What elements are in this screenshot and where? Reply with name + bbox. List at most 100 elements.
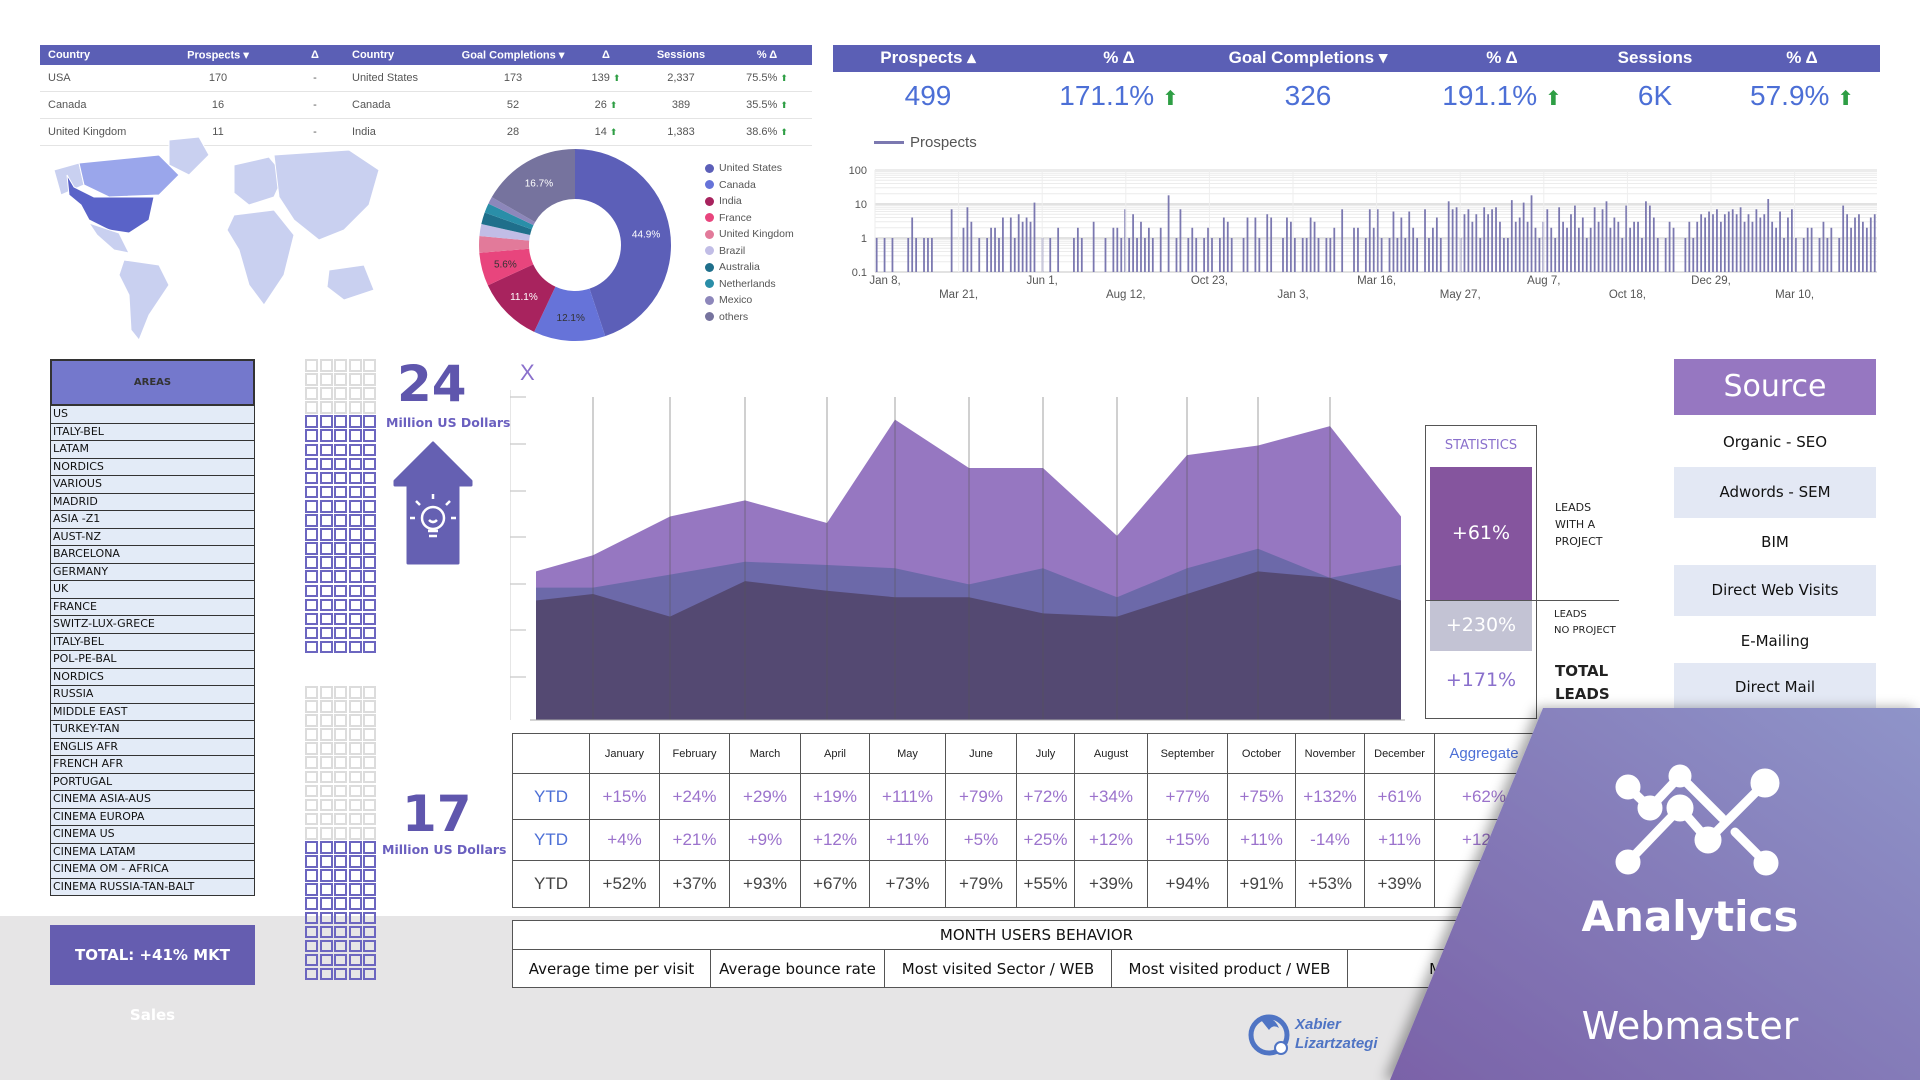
col-delta[interactable]: Δ xyxy=(311,49,319,61)
prospect-bar xyxy=(1716,209,1718,272)
table-row[interactable]: Canada 16 - Canada 52 26 ⬆ 389 35.5% ⬆ xyxy=(40,92,812,119)
donut-slice-united-kingdom[interactable] xyxy=(479,235,530,253)
legend-item[interactable]: United Kingdom xyxy=(705,226,794,243)
prospect-bar xyxy=(1633,221,1635,272)
table-row[interactable]: USA 170 - United States 173 139 ⬆ 2,337 75.5% ⬆ xyxy=(40,65,812,92)
area-item[interactable]: ENGLIS AFR xyxy=(50,738,255,756)
col-goal-completions[interactable]: Goal Completions ▾ xyxy=(461,49,565,62)
area-item[interactable]: MADRID xyxy=(50,493,255,511)
prospect-bar xyxy=(1428,238,1430,272)
kpi-header-5[interactable]: % Δ xyxy=(1786,48,1818,67)
donut-slice-united-states[interactable] xyxy=(575,149,671,337)
waffle-cell xyxy=(305,939,318,953)
behavior-column: Most visited product / WEB xyxy=(1111,949,1348,988)
area-item[interactable]: FRANCE xyxy=(50,598,255,616)
waffle-cell xyxy=(305,967,318,981)
area-item[interactable]: CINEMA RUSSIA-TAN-BALT xyxy=(50,878,255,896)
area-item[interactable]: ITALY-BEL xyxy=(50,423,255,441)
waffle-cell xyxy=(334,415,347,428)
col-country[interactable]: Country xyxy=(48,49,91,61)
donut-slice-brazil[interactable] xyxy=(479,224,531,241)
donut-slice-netherlands[interactable] xyxy=(484,203,534,230)
source-item[interactable]: Adwords - SEM xyxy=(1674,467,1876,518)
legend-item[interactable]: Australia xyxy=(705,259,794,276)
prospect-bar xyxy=(1432,227,1434,272)
area-item[interactable]: TURKEY-TAN xyxy=(50,721,255,739)
statistics-title: STATISTICS xyxy=(1444,438,1518,453)
prospect-bar xyxy=(1195,238,1198,272)
col-delta-2[interactable]: Δ xyxy=(602,49,610,61)
waffle-cell xyxy=(319,841,333,854)
area-item[interactable]: ASIA -Z1 xyxy=(50,511,255,529)
col-country-2[interactable]: Country xyxy=(352,49,395,61)
kpi-header-0[interactable]: Prospects ▴ xyxy=(880,48,976,67)
area-item[interactable]: RUSSIA xyxy=(50,686,255,704)
kpi-header-3[interactable]: % Δ xyxy=(1486,48,1518,67)
area-item[interactable]: NORDICS xyxy=(50,458,255,476)
area-item[interactable]: LATAM xyxy=(50,441,255,459)
donut-slice-others[interactable] xyxy=(491,149,575,223)
donut-slice-india[interactable] xyxy=(487,264,556,332)
area-item[interactable]: GERMANY xyxy=(50,563,255,581)
legend-item[interactable]: others xyxy=(705,309,794,326)
prospect-bar xyxy=(1483,207,1486,272)
prospect-bar xyxy=(1759,217,1762,272)
waffle-cell xyxy=(363,700,376,713)
donut-slice-australia[interactable] xyxy=(481,212,532,235)
area-item[interactable]: CINEMA LATAM xyxy=(50,843,255,861)
area-item[interactable]: ITALY-BEL xyxy=(50,633,255,651)
donut-slice-canada[interactable] xyxy=(534,286,606,341)
prospect-bar xyxy=(1581,217,1584,272)
prospect-bar xyxy=(1708,211,1710,272)
legend-item[interactable]: Netherlands xyxy=(705,276,794,293)
waffle-cell xyxy=(319,359,333,372)
source-item[interactable]: Organic - SEO xyxy=(1722,433,1828,451)
table-row[interactable]: United Kingdom 11 - India 28 14 ⬆ 1,383 38.6% ⬆ xyxy=(40,119,812,146)
source-item[interactable]: E-Mailing xyxy=(1740,632,1810,650)
area-item[interactable]: CINEMA EUROPA xyxy=(50,808,255,826)
donut-chart: 44.9% 12.1% 11.1% 5.6% 16.7% xyxy=(479,149,671,341)
source-item[interactable]: BIM xyxy=(1761,533,1789,551)
area-item[interactable]: NORDICS xyxy=(50,668,255,686)
legend-item[interactable]: India xyxy=(705,193,794,210)
prospect-bar xyxy=(1439,238,1442,272)
prospect-bar xyxy=(1120,238,1123,272)
area-chart-close-x[interactable]: X xyxy=(520,360,535,385)
area-item[interactable]: BARCELONA xyxy=(50,546,255,564)
area-item[interactable]: CINEMA ASIA-AUS xyxy=(50,791,255,809)
legend-item[interactable]: United States xyxy=(705,160,794,177)
month-value: +61% xyxy=(1364,773,1435,820)
area-item[interactable]: VARIOUS xyxy=(50,476,255,494)
kpi-header-4[interactable]: Sessions xyxy=(1617,48,1693,67)
area-item[interactable]: CINEMA OM - AFRICA xyxy=(50,861,255,879)
waffle-cell xyxy=(348,841,362,854)
area-item[interactable]: SWITZ-LUX-GRECE xyxy=(50,616,255,634)
source-item[interactable]: Direct Web Visits xyxy=(1674,565,1876,616)
month-header: January xyxy=(589,733,660,774)
donut-slice-france[interactable] xyxy=(479,248,534,286)
area-item[interactable]: POL-PE-BAL xyxy=(50,651,255,669)
area-item[interactable]: UK xyxy=(50,581,255,599)
area-item[interactable]: FRENCH AFR xyxy=(50,756,255,774)
source-item[interactable]: Direct Mail xyxy=(1674,663,1876,711)
legend-item[interactable]: Mexico xyxy=(705,292,794,309)
legend-item[interactable]: Brazil xyxy=(705,243,794,260)
waffle-cell xyxy=(305,798,318,812)
col-pct-delta[interactable]: % Δ xyxy=(756,49,778,61)
legend-item[interactable]: France xyxy=(705,210,794,227)
prospect-bar xyxy=(1684,238,1687,272)
area-item[interactable]: CINEMA US xyxy=(50,826,255,844)
area-item[interactable]: AUST-NZ xyxy=(50,528,255,546)
kpi-header-1[interactable]: % Δ xyxy=(1103,48,1135,67)
area-item[interactable]: PORTUGAL xyxy=(50,773,255,791)
legend-item[interactable]: Canada xyxy=(705,177,794,194)
donut-slice-mexico[interactable] xyxy=(488,197,536,226)
x-tick-label: Oct 18, xyxy=(1609,289,1646,301)
prospect-bar xyxy=(1076,227,1079,272)
area-item[interactable]: MIDDLE EAST xyxy=(50,703,255,721)
area-item[interactable]: US xyxy=(50,406,255,424)
col-sessions[interactable]: Sessions xyxy=(656,49,706,61)
col-prospects[interactable]: Prospects ▾ xyxy=(187,49,249,62)
cell-sessions: 389 xyxy=(671,99,691,111)
kpi-header-2[interactable]: Goal Completions ▾ xyxy=(1228,48,1388,67)
